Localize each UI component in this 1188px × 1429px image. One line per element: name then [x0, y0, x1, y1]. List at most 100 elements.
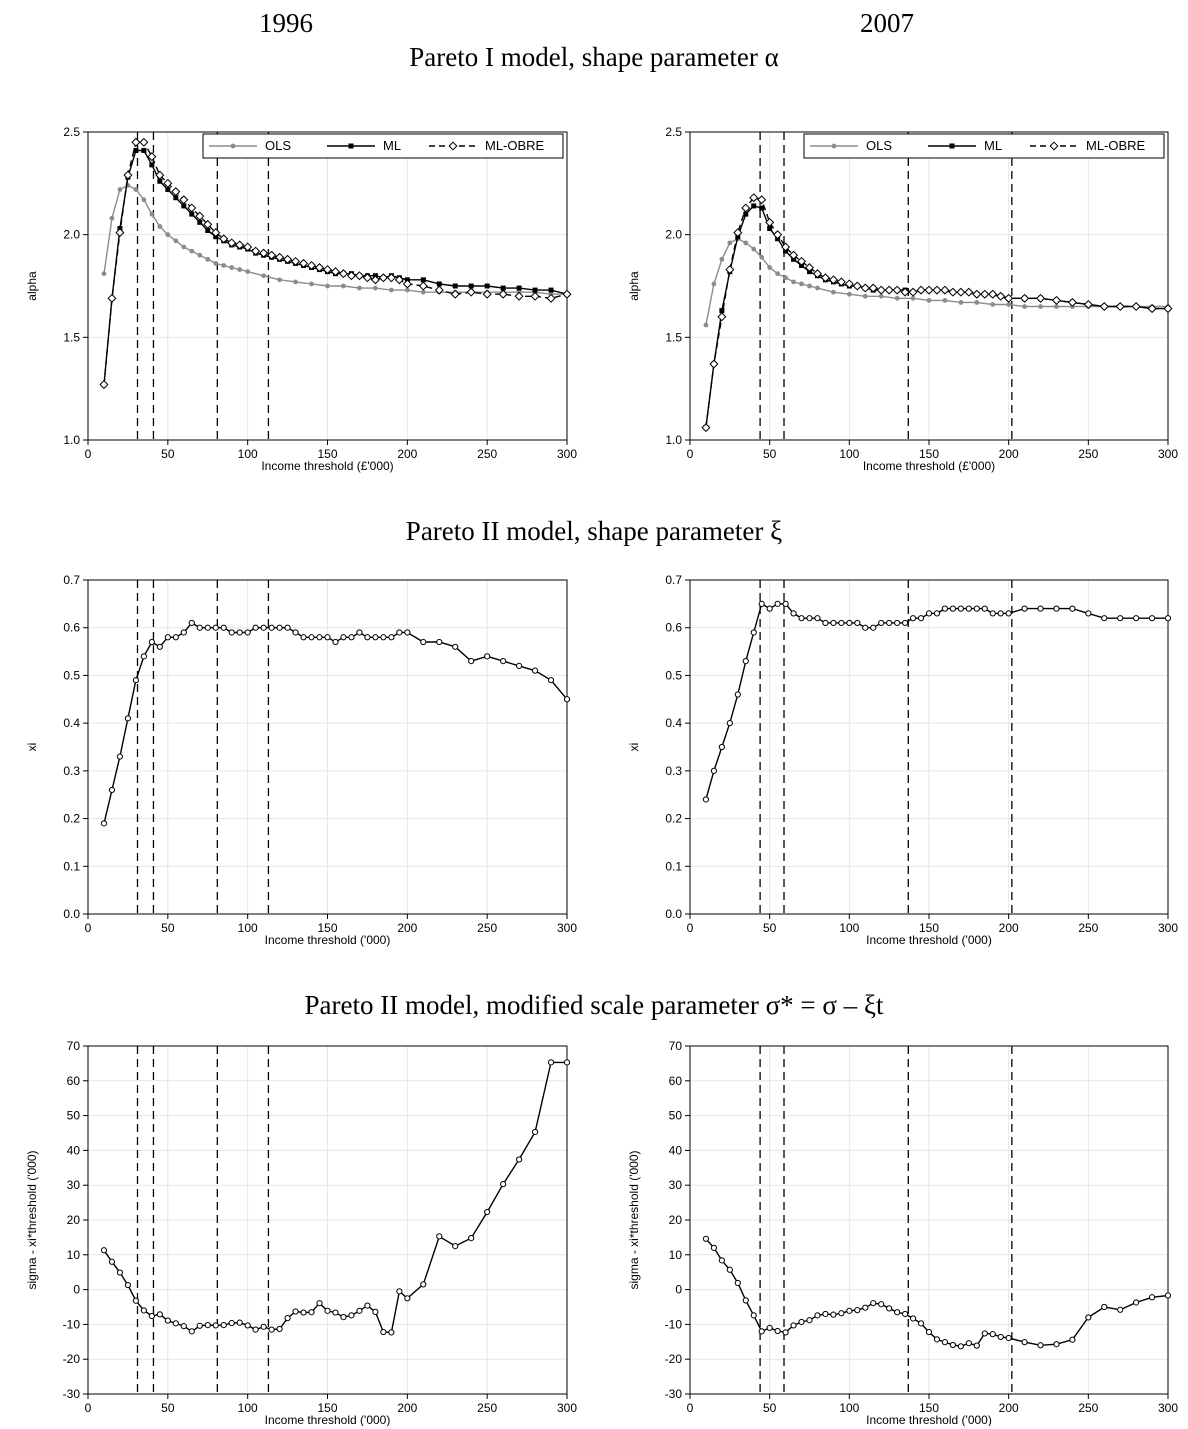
data-point [547, 677, 555, 684]
data-point [211, 228, 221, 238]
data-point [484, 1208, 491, 1216]
y-tick-label: 0.2 [63, 812, 80, 826]
data-point [743, 240, 749, 246]
y-tick-label: 0.1 [63, 859, 80, 873]
y-tick-label: 0.0 [665, 907, 682, 921]
y-tick-label: 70 [67, 1039, 81, 1053]
data-point [420, 277, 426, 283]
legend-label: ML [984, 138, 1002, 153]
y-tick-label: 2.5 [665, 125, 682, 139]
data-point [531, 1128, 539, 1136]
x-tick-label: 100 [839, 447, 859, 461]
data-point [1038, 304, 1043, 309]
data-point [563, 696, 571, 703]
data-point [782, 1329, 789, 1336]
data-point [514, 291, 524, 301]
x-tick-label: 100 [238, 1401, 258, 1415]
data-point [1131, 302, 1141, 312]
data-point [332, 1309, 339, 1316]
chart-alpha-1996: 1.0 1.5 2.0 2.5 0 50 100 150 200 250 300 Income thr… [25, 125, 577, 473]
x-axis-title: Income threshold ('000) [265, 1413, 391, 1426]
data-point [989, 610, 996, 617]
data-point [719, 256, 725, 262]
data-point [711, 281, 717, 287]
x-tick-label: 200 [999, 1401, 1019, 1415]
data-point [989, 1331, 996, 1338]
x-tick-label: 300 [557, 921, 577, 935]
y-axis-title: sigma - xi*threshold ('000) [627, 1150, 641, 1289]
data-point [500, 1181, 507, 1188]
data-point [718, 743, 725, 751]
data-point [892, 285, 902, 295]
data-point [100, 820, 108, 827]
data-point [751, 203, 757, 209]
data-point [964, 287, 974, 297]
data-point [766, 605, 773, 612]
section-title-pareto1-alpha: Pareto I model, shape parameter α [409, 42, 779, 72]
data-point [1006, 302, 1012, 307]
data-point [546, 293, 556, 303]
data-point [157, 224, 163, 229]
data-point [870, 1300, 877, 1307]
data-point [798, 615, 805, 622]
data-point [733, 228, 743, 238]
data-point [942, 297, 948, 303]
data-point [196, 1322, 203, 1329]
data-point [133, 147, 139, 153]
data-point [205, 256, 211, 262]
data-point [886, 1305, 893, 1312]
data-point [482, 289, 492, 299]
data-point [300, 1309, 307, 1316]
data-point [1069, 1336, 1076, 1343]
data-point [783, 275, 788, 281]
data-point [308, 634, 315, 641]
data-point [1085, 1314, 1092, 1321]
x-tick-label: 200 [397, 447, 417, 461]
data-point [156, 1311, 163, 1318]
data-point [116, 753, 124, 760]
data-point [734, 1279, 741, 1287]
data-point [402, 279, 412, 289]
data-point [806, 1317, 813, 1324]
y-axis-title: xi [627, 743, 641, 752]
section-title-pareto2-sigma: Pareto II model, modified scale paramete… [304, 990, 884, 1020]
y-tick-label: 0.5 [63, 668, 80, 682]
data-point [774, 600, 781, 607]
data-point [1117, 615, 1124, 622]
data-point [948, 287, 958, 297]
data-point [734, 691, 741, 698]
data-point [396, 629, 403, 636]
column-title-2007: 2007 [860, 8, 914, 38]
data-point [766, 1324, 773, 1331]
x-axis-title: Income threshold (£'000) [261, 459, 393, 473]
data-point [252, 624, 259, 631]
x-tick-label: 200 [397, 921, 417, 935]
data-point [956, 287, 966, 297]
data-point [316, 1300, 323, 1307]
data-point [147, 152, 157, 162]
y-tick-label: -10 [665, 1317, 683, 1331]
data-point [187, 203, 197, 213]
data-point [324, 1307, 331, 1314]
data-point [750, 629, 757, 636]
data-point [468, 283, 474, 289]
x-tick-label: 300 [1158, 1401, 1178, 1415]
data-point [155, 170, 165, 180]
data-point [743, 211, 749, 217]
data-point [117, 187, 123, 192]
data-point [315, 263, 325, 273]
y-tick-label: 1.5 [665, 330, 682, 344]
data-point [830, 1311, 837, 1318]
data-point [173, 238, 179, 244]
y-tick-label: 0.6 [665, 621, 682, 635]
x-axis-title: Income threshold (£'000) [863, 459, 995, 473]
y-tick-label: 0.1 [665, 859, 682, 873]
y-axis-title: sigma - xi*threshold ('000) [25, 1150, 39, 1289]
data-point [702, 796, 710, 803]
data-point [719, 308, 725, 314]
legend-marker [230, 143, 236, 149]
data-point [1051, 295, 1061, 305]
data-point [1085, 610, 1092, 617]
data-point [204, 1321, 211, 1329]
data-point [749, 193, 759, 203]
